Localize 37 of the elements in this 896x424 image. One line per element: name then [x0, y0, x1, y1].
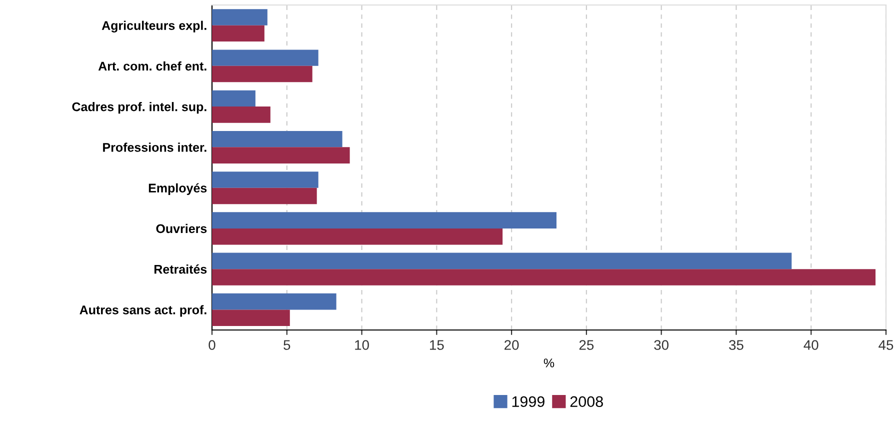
x-tick-label: 30 — [654, 340, 669, 350]
bar — [212, 228, 503, 245]
y-tick-label: Art. com. chef ent. — [98, 61, 206, 71]
y-tick-label: Employés — [148, 183, 207, 195]
bar — [212, 9, 268, 26]
legend-label: 1999 — [512, 396, 544, 408]
x-axis-title: % — [544, 358, 554, 368]
x-tick-label: 45 — [878, 340, 894, 350]
bar — [212, 212, 556, 228]
bar — [212, 50, 318, 66]
y-tick-label: Ouvriers — [156, 224, 207, 234]
x-tick-label: 15 — [430, 340, 444, 350]
bar — [212, 147, 350, 164]
x-tick-label: 20 — [504, 340, 519, 350]
bar — [212, 90, 256, 107]
bar — [212, 106, 270, 123]
bar — [212, 66, 312, 82]
bar — [212, 188, 317, 204]
y-tick-label: Retraités — [154, 264, 207, 274]
x-tick-label: 35 — [729, 340, 744, 350]
bar — [212, 172, 318, 188]
legend-label: 2008 — [570, 396, 603, 408]
bar — [212, 130, 342, 148]
y-tick-label: Professions inter. — [103, 142, 206, 152]
x-tick-label: 10 — [355, 340, 369, 350]
y-tick-label: Autres sans act. prof. — [80, 305, 206, 317]
bar — [212, 310, 290, 326]
y-tick-label: Agriculteurs expl. — [102, 20, 206, 32]
x-tick-label: 0 — [208, 340, 216, 350]
y-tick-label: Cadres prof. intel. sup. — [72, 102, 206, 114]
x-tick-label: 25 — [579, 340, 594, 350]
x-tick-label: 40 — [804, 340, 818, 350]
bar — [212, 269, 876, 286]
bar — [212, 252, 792, 270]
bar — [212, 293, 336, 310]
x-tick-label: 5 — [284, 340, 290, 350]
bar — [212, 25, 264, 42]
